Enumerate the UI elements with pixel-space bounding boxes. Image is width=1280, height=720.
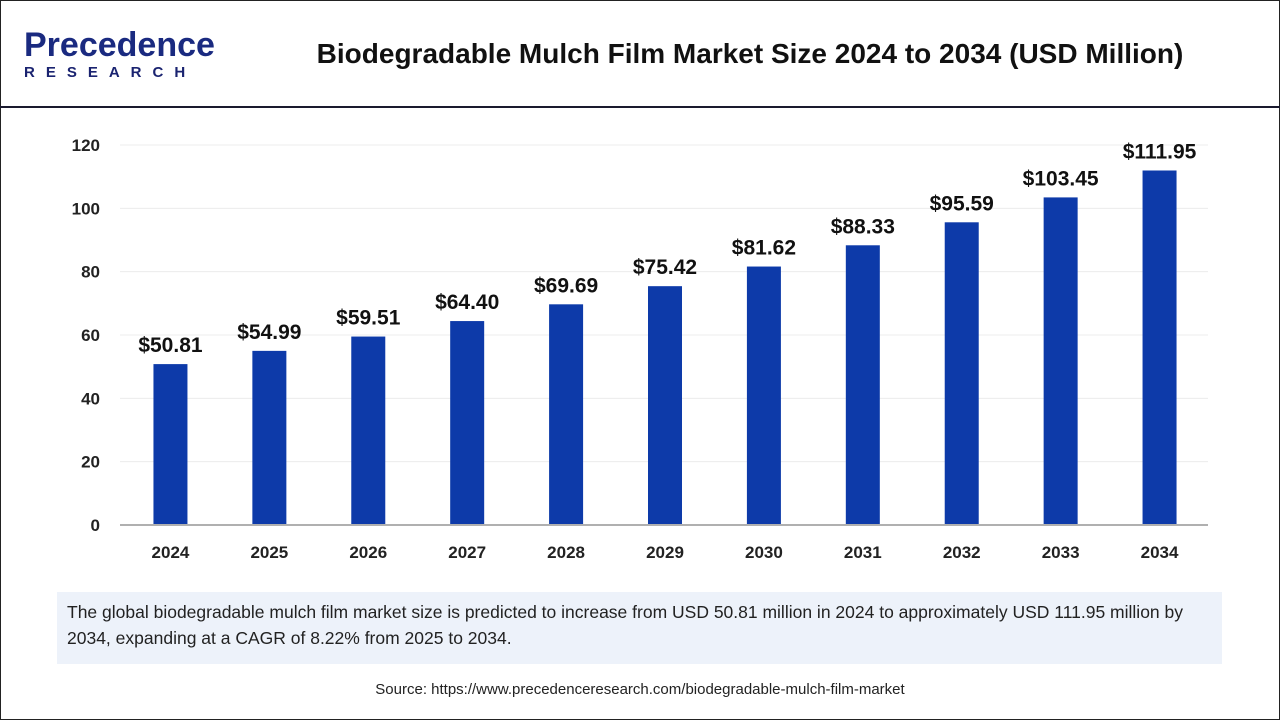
y-tick-label: 60 [81, 326, 100, 345]
bar [1142, 170, 1177, 525]
bar [153, 364, 188, 525]
data-label: $69.69 [534, 274, 598, 297]
bar-chart: 0 20 40 60 80 100 120 $50.81 2024 $54.99 2025 $59.5… [72, 136, 1208, 562]
data-label: $59.51 [336, 307, 401, 330]
x-tick-label: 2029 [646, 543, 684, 562]
bar [648, 286, 682, 525]
bar [944, 222, 979, 525]
logo-text-bottom: RESEARCH [24, 64, 197, 81]
bar [450, 321, 485, 525]
data-label: $88.33 [831, 215, 895, 238]
header: Precedence RESEARCH Biodegradable Mulch … [0, 0, 1280, 108]
x-tick-label: 2024 [152, 543, 190, 562]
chart-title: Biodegradable Mulch Film Market Size 202… [316, 38, 1184, 69]
data-label: $64.40 [435, 291, 499, 314]
x-tick-label: 2033 [1042, 543, 1080, 562]
y-tick-label: 120 [72, 136, 100, 155]
x-tick-label: 2032 [943, 543, 981, 562]
source-text: Source: https://www.precedenceresearch.c… [375, 681, 905, 698]
bar [845, 245, 880, 525]
data-label: $81.62 [732, 237, 796, 260]
y-tick-label: 0 [91, 516, 100, 535]
data-label: $54.99 [237, 321, 301, 344]
summary-note: The global biodegradable mulch film mark… [57, 592, 1222, 664]
data-label: $111.95 [1123, 140, 1197, 163]
bar [351, 336, 386, 525]
x-tick-label: 2031 [844, 543, 882, 562]
x-tick-label: 2034 [1141, 543, 1179, 562]
y-tick-label: 80 [81, 263, 100, 282]
x-tick-label: 2028 [547, 543, 585, 562]
y-tick-label: 100 [72, 199, 100, 218]
data-label: $50.81 [138, 334, 203, 357]
bar [746, 266, 781, 525]
x-tick-label: 2026 [349, 543, 387, 562]
y-tick-label: 40 [81, 389, 100, 408]
bar [1043, 197, 1078, 525]
data-label: $95.59 [930, 192, 994, 215]
data-label: $75.42 [633, 256, 697, 279]
x-tick-label: 2030 [745, 543, 783, 562]
bar [549, 304, 584, 525]
bar [252, 350, 287, 525]
x-tick-label: 2025 [250, 543, 288, 562]
data-label: $103.45 [1023, 167, 1099, 190]
logo: Precedence RESEARCH [24, 28, 215, 81]
logo-text-top: Precedence [24, 26, 215, 64]
y-tick-label: 20 [81, 453, 100, 472]
x-tick-label: 2027 [448, 543, 486, 562]
